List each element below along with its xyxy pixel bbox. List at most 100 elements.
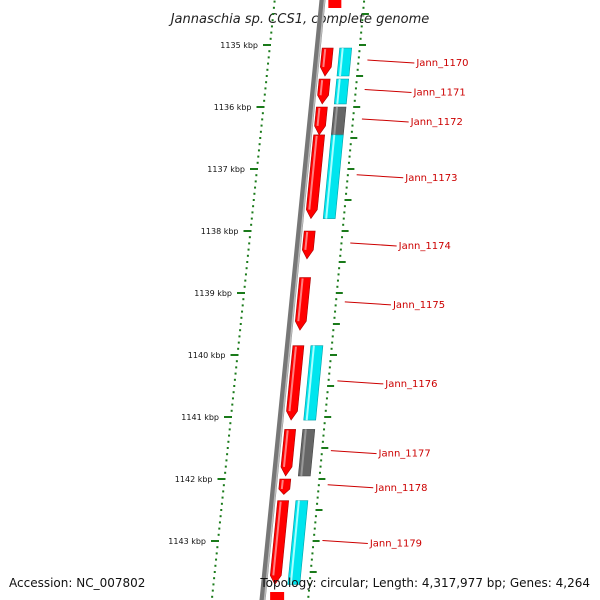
ruler-dot — [244, 273, 247, 276]
ruler-dot — [217, 533, 220, 536]
ruler-dot — [213, 571, 216, 573]
outer-ruler-dot — [341, 236, 344, 239]
outer-ruler-dot — [339, 248, 342, 251]
outer-ruler-dot — [321, 440, 324, 443]
ruler-dot — [253, 192, 256, 195]
backbone-highlight — [263, 0, 326, 600]
cds-highlight — [316, 107, 321, 127]
ruler-dot — [226, 453, 229, 456]
ruler-dot — [224, 471, 227, 474]
outer-ruler-dot — [360, 25, 363, 28]
ruler-dot — [231, 397, 234, 400]
ruler-dot — [237, 341, 240, 344]
ruler-dot — [211, 589, 214, 592]
outer-ruler-dot — [313, 527, 316, 530]
outer-ruler-dot — [317, 484, 320, 487]
outer-ruler-dot — [359, 37, 362, 40]
cds-arrow — [295, 277, 311, 331]
ruler-dot — [215, 552, 218, 555]
ruler-dot — [254, 180, 257, 183]
outer-ruler-dot — [307, 589, 310, 592]
ruler-dot — [218, 527, 221, 530]
ruler-dot — [233, 385, 236, 387]
ruler-dot — [250, 223, 253, 226]
gene-label: Jann_1171 — [413, 88, 466, 99]
ruler-dot — [252, 199, 255, 201]
gene-label: Jann_1176 — [384, 379, 437, 390]
outer-ruler-dot — [343, 211, 346, 214]
outer-ruler-dot — [331, 335, 334, 338]
ruler-dot — [272, 13, 275, 15]
gene-label: Jann_1173 — [404, 173, 457, 184]
outer-ruler-dot — [323, 428, 326, 431]
cds-arrow-partial-bottom — [270, 592, 285, 600]
outer-ruler-dot — [346, 174, 349, 177]
gene-leader-line — [367, 59, 415, 64]
ruler-dot — [263, 99, 266, 102]
outer-ruler-dot — [356, 68, 359, 71]
gene-hit-bar — [333, 78, 350, 105]
outer-ruler-dot — [340, 242, 343, 245]
genome-backbone — [259, 0, 326, 600]
bar-highlight — [325, 134, 336, 219]
gene-hit-bar — [336, 47, 353, 77]
gene-other-bar — [330, 106, 347, 136]
ruler-dot — [216, 546, 219, 549]
topology-summary: Topology: circular; Length: 4,317,977 bp… — [259, 576, 590, 590]
outer-ruler-dot — [355, 81, 358, 84]
gene-labels: Jann_1170 Jann_1171 Jann_1172 Jann_1173 Jann… — [322, 58, 469, 550]
outer-ruler-dot — [329, 360, 332, 363]
outer-ruler-dot — [320, 453, 323, 456]
outer-ruler-dot — [345, 186, 348, 189]
outer-ruler-dot — [358, 50, 361, 53]
outer-ruler-dot — [352, 112, 355, 115]
outer-ruler-dot — [351, 124, 354, 127]
gene-label: Jann_1175 — [392, 300, 445, 311]
bar-highlight — [336, 79, 341, 104]
kbp-tick-label: 1140 kbp — [188, 351, 226, 360]
outer-ruler-dot — [363, 0, 366, 3]
bar-highlight — [339, 48, 344, 77]
gene-leader-line — [322, 540, 368, 545]
cds-highlight — [288, 346, 297, 412]
outer-ruler-dot — [349, 143, 352, 146]
outer-ruler-dot — [311, 552, 314, 555]
kbp-tick-label: 1135 kbp — [220, 41, 258, 50]
cds-arrow — [317, 78, 331, 105]
bar-highlight — [305, 345, 315, 421]
outer-ruler-dot — [342, 223, 345, 226]
outer-ruler-dot — [319, 465, 322, 468]
ruler-dot — [243, 285, 246, 288]
gene-leader-line — [344, 301, 391, 306]
outer-ruler-dot — [336, 285, 339, 288]
ruler-dot — [239, 323, 242, 325]
ruler-dot — [265, 75, 268, 77]
outer-ruler-dot — [352, 118, 355, 121]
outer-ruler-dot — [354, 87, 357, 90]
ruler-dot — [248, 236, 251, 239]
ruler-dot — [241, 304, 244, 307]
outer-ruler-dot — [308, 583, 311, 586]
ruler-dot — [212, 583, 215, 586]
cds-arrow — [302, 230, 316, 260]
gene-track — [270, 0, 353, 600]
ruler-dot — [228, 434, 231, 437]
backbone-line — [259, 0, 326, 600]
cds-highlight — [272, 501, 282, 576]
gene-leader-line — [356, 174, 404, 179]
outer-ruler-dot — [325, 397, 328, 400]
cds-highlight — [304, 231, 309, 251]
cds-arrow — [320, 47, 334, 77]
ruler-dot — [220, 502, 223, 505]
cds-arrow — [278, 478, 292, 495]
gene-leader-line — [330, 450, 377, 455]
outer-ruler-dot — [313, 533, 316, 536]
outer-ruler-dot — [360, 31, 363, 34]
outer-ruler-dot — [327, 378, 330, 381]
ruler-dot — [260, 124, 263, 127]
outer-ruler-dot — [339, 254, 342, 257]
cds-highlight — [282, 430, 289, 468]
ruler-dot — [271, 19, 274, 22]
outer-ruler-dot — [337, 273, 340, 276]
ruler-dot — [222, 490, 225, 493]
